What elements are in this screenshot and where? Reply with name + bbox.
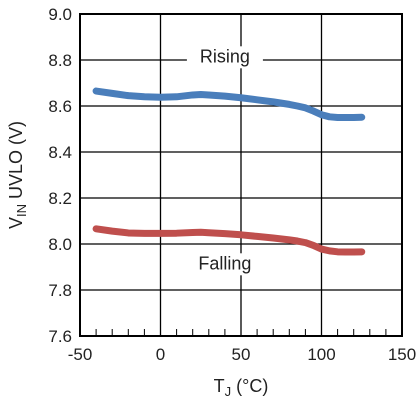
x-tick-label: 0 — [156, 345, 165, 364]
x-axis-title-sub: J — [225, 384, 232, 399]
plot-frame — [79, 13, 403, 337]
y-axis-title-rest: UVLO (V) — [6, 121, 26, 204]
x-axis-title-main: T — [214, 376, 225, 396]
x-axis-title-unit: (°C) — [231, 376, 268, 396]
annotation-bg — [186, 46, 263, 69]
x-tick-label: -50 — [68, 345, 93, 364]
y-tick-label: 8.4 — [48, 143, 72, 162]
y-axis-title-sub: IN — [14, 204, 29, 217]
y-axis-title: VIN UVLO (V) — [6, 121, 29, 229]
series-line-rising — [92, 87, 366, 121]
annotation-label: Falling — [198, 253, 251, 273]
x-axis-title: TJ (°C) — [214, 376, 269, 399]
y-tick-label: 7.6 — [48, 327, 72, 346]
y-tick-label: 8.2 — [48, 189, 72, 208]
axes: -50 0 50 100 150 7.6 7.8 8.0 8.2 8.4 8.6 8.8 9.0 — [48, 5, 416, 364]
annotation-layer: Rising Falling — [181, 46, 268, 276]
y-tick-label: 7.8 — [48, 281, 72, 300]
y-axis-title-main: V — [6, 217, 26, 229]
y-tick-label: 8.8 — [48, 51, 72, 70]
annotation-label: Rising — [200, 46, 250, 66]
x-tick-label: 150 — [388, 345, 416, 364]
annotation-bg — [181, 253, 268, 276]
x-tick-label: 100 — [307, 345, 335, 364]
x-tick-label: 50 — [232, 345, 251, 364]
series-line-falling — [92, 225, 366, 256]
y-tick-label: 9.0 — [48, 5, 72, 24]
series-layer — [92, 87, 366, 256]
y-tick-label: 8.0 — [48, 235, 72, 254]
y-tick-label: 8.6 — [48, 97, 72, 116]
